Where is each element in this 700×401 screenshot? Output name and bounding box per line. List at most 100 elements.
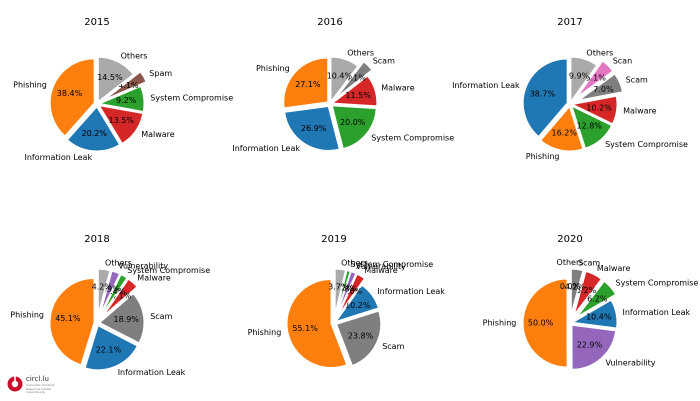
slice-percent-phishing: 50.0% [528, 319, 554, 328]
slice-label-others: Others [121, 51, 148, 60]
slice-percent-malware: 6.2% [576, 286, 597, 295]
pie-slice-information-leak [522, 58, 568, 138]
slice-percent-others: 9.9% [569, 72, 590, 81]
slice-label-vulnerability: Vulnerability [606, 359, 656, 368]
slice-percent-system-compromise: 2.4% [105, 287, 126, 296]
slice-label-phishing: Phishing [526, 152, 560, 161]
pie-slice-vulnerability [571, 324, 617, 370]
slice-percent-scam: 4.2% [565, 282, 586, 291]
slice-label-phishing: Phishing [248, 328, 282, 337]
slice-label-scam: Scam [150, 312, 172, 321]
pie-slice-others [97, 56, 134, 103]
slice-percent-phishing: 27.1% [295, 80, 321, 89]
slice-percent-vulnerability: 1.8% [337, 285, 358, 294]
pie-slice-system-compromise [571, 105, 613, 149]
slice-label-system-compromise: System Compromise [150, 94, 233, 103]
slice-percent-system-compromise: 1.2% [334, 284, 355, 293]
slice-percent-vulnerability: 2.9% [100, 284, 121, 293]
pie-chart-2016: 2016 27.1% Phishing 26.9% Information Leak 20… [232, 17, 454, 153]
slice-label-system-compromise: System Compromise [350, 260, 433, 269]
slice-percent-information-leak: 26.9% [301, 124, 327, 133]
slice-label-others: Others [341, 258, 368, 267]
chart-title: 2017 [557, 17, 582, 28]
slice-label-others: Others [586, 49, 613, 58]
slice-percent-scam: 23.8% [348, 331, 374, 340]
slice-percent-phishing: 45.1% [55, 314, 81, 323]
pie-slice-spam [105, 71, 147, 100]
pie-slice-scam [578, 73, 623, 101]
pie-slice-phishing [49, 278, 95, 366]
slice-percent-malware: 11.5% [345, 91, 371, 100]
slice-percent-others: 0.0% [560, 282, 581, 291]
pie-slice-malware [338, 273, 366, 315]
pie-slice-others [334, 268, 347, 314]
slice-percent-information-leak: 10.2% [345, 301, 371, 310]
slice-label-malware: Malware [623, 107, 657, 116]
pie-slice-malware [331, 75, 378, 107]
chart-title: 2016 [317, 17, 342, 28]
pie-slice-phishing [283, 57, 329, 109]
slice-label-scam: Scam [626, 76, 648, 85]
slice-label-scam: Scam [382, 342, 404, 351]
slice-label-system-compromise: System Compromise [371, 134, 454, 143]
pie-slice-malware [103, 278, 138, 316]
slice-label-system-compromise: System Compromise [605, 140, 688, 149]
slice-percent-scam: 7.0% [593, 85, 614, 94]
slice-label-scan: Scan [613, 57, 632, 66]
slice-percent-scam: 18.9% [113, 315, 139, 324]
pie-chart-2017: 2017 38.7% Information Leak 16.2% Phishing 12… [452, 17, 688, 161]
pie-slice-scam [336, 310, 382, 367]
pie-slice-scam [570, 268, 584, 314]
slice-percent-others: 14.5% [97, 73, 123, 82]
slice-label-scam: Scam [578, 258, 600, 267]
pie-slice-others [330, 56, 359, 103]
slice-label-system-compromise: System Compromise [616, 279, 699, 288]
slice-percent-system-compromise: 20.0% [340, 118, 366, 127]
pie-slice-system-compromise [98, 85, 145, 113]
pie-chart-2018: 2018 45.1% Phishing 22.1% Information Leak 18… [10, 234, 210, 377]
slice-percent-others: 10.4% [327, 72, 353, 81]
pie-slice-malware [571, 95, 618, 125]
chart-title: 2018 [84, 234, 109, 245]
slice-label-vulnerability: Vulnerability [356, 262, 406, 271]
chart-title: 2015 [84, 17, 109, 28]
slice-percent-system-compromise: 12.8% [576, 122, 602, 131]
circl-logo-icon [7, 376, 23, 392]
pie-slice-system-compromise [331, 105, 377, 150]
slice-percent-phishing: 55.1% [292, 324, 318, 333]
slice-percent-others: 4.2% [92, 282, 113, 291]
slice-percent-system-compromise: 6.2% [587, 295, 608, 304]
slice-percent-malware: 13.5% [108, 116, 134, 125]
slice-label-others: Others [347, 49, 374, 58]
pie-slice-others [97, 268, 111, 314]
slice-percent-malware: 10.2% [586, 103, 612, 112]
pie-slice-information-leak [84, 325, 138, 371]
pie-slice-information-leak [66, 106, 121, 152]
slice-label-others: Others [105, 258, 132, 267]
pie-slice-phishing [49, 58, 95, 137]
slice-percent-malware: 4.1% [111, 291, 132, 300]
slice-label-information-leak: Information Leak [623, 308, 691, 317]
slice-label-malware: Malware [137, 273, 171, 282]
slice-percent-spam: 4.1% [118, 81, 139, 90]
slice-label-information-leak: Information Leak [118, 368, 186, 377]
pie-slice-phishing [522, 278, 568, 368]
slice-label-scam: Scam [373, 57, 395, 66]
pie-slice-malware [98, 105, 144, 145]
slice-percent-information-leak: 20.2% [82, 129, 108, 138]
circl-logo: circl.lu Computer Incident Response Cent… [7, 373, 67, 397]
pie-slice-scan [576, 60, 614, 98]
slice-label-vulnerability: Vulnerability [118, 262, 168, 271]
slice-label-malware: Malware [597, 264, 631, 273]
slice-label-phishing: Phishing [10, 311, 44, 320]
slice-percent-malware: 3.0% [342, 287, 363, 296]
slice-percent-information-leak: 10.4% [586, 313, 612, 322]
pie-slice-information-leak [284, 105, 340, 151]
logo-tagline: Computer Incident Response Center Luxemb… [26, 383, 54, 394]
pie-slice-phishing [540, 105, 584, 152]
slice-label-information-leak: Information Leak [24, 153, 92, 162]
slice-percent-system-compromise: 9.2% [116, 96, 137, 105]
slice-label-information-leak: Information Leak [232, 144, 300, 153]
slice-percent-others: 3.7% [328, 282, 349, 291]
pie-slice-information-leak [335, 284, 380, 323]
